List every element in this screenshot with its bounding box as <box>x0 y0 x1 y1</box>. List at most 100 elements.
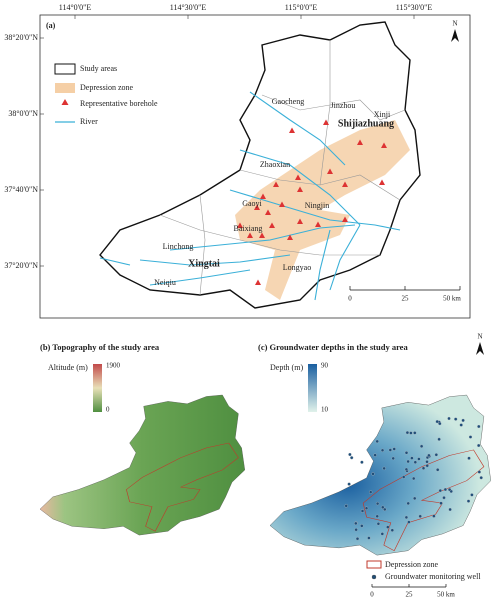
borehole <box>273 181 279 187</box>
monitoring-well <box>468 435 473 439</box>
monitoring-well <box>406 459 410 464</box>
monitoring-well <box>369 490 373 494</box>
place-label: Longyao <box>283 263 311 272</box>
monitoring-well <box>413 496 417 501</box>
place-label: Xinji <box>374 110 391 119</box>
monitoring-well <box>419 444 424 448</box>
monitoring-well <box>391 456 395 461</box>
legend-label: Depression zone <box>80 83 134 92</box>
legend-min: 10 <box>321 406 329 414</box>
scale-label: 25 <box>406 591 414 599</box>
monitoring-well <box>447 487 452 492</box>
monitoring-well <box>350 456 354 460</box>
city-label: Shijiazhuang <box>338 118 394 129</box>
place-label: Jinzhou <box>331 101 356 110</box>
monitoring-well <box>348 452 352 457</box>
monitoring-well <box>435 419 439 424</box>
monitoring-well <box>442 496 446 500</box>
scale-label: 0 <box>370 591 374 599</box>
borehole <box>327 168 333 174</box>
monitoring-well <box>375 439 379 444</box>
legend-title: Depth (m) <box>270 363 303 372</box>
monitoring-well <box>355 537 360 541</box>
monitoring-well <box>347 482 351 486</box>
monitoring-well <box>438 488 442 493</box>
borehole <box>315 221 321 227</box>
borehole <box>342 181 348 187</box>
longitude-label: 114°30'0"E <box>170 3 207 12</box>
panel-title: (c) Groundwater depths in the study area <box>258 342 408 352</box>
place-label: Baixiang <box>234 224 263 233</box>
borehole <box>342 216 348 222</box>
monitoring-well <box>467 456 471 460</box>
borehole <box>297 218 303 224</box>
monitoring-well <box>380 532 384 536</box>
place-label: Zhaoxian <box>260 160 290 169</box>
borehole <box>297 186 303 192</box>
borehole <box>269 222 275 228</box>
borehole <box>265 209 271 215</box>
monitoring-well <box>380 448 385 452</box>
latitude-label: 37°20'0"N <box>4 261 38 270</box>
north-label: N <box>477 333 482 341</box>
monitoring-well <box>371 472 375 476</box>
monitoring-well <box>383 507 387 512</box>
place-label: Linchong <box>163 242 194 251</box>
scale-bar <box>349 286 461 291</box>
map-frame <box>39 14 471 319</box>
topography <box>39 394 246 536</box>
monitoring-well <box>412 476 416 481</box>
legend-title: Altitude (m) <box>48 363 88 372</box>
monitoring-well <box>438 421 442 426</box>
monitoring-well <box>439 501 443 505</box>
north-arrow <box>476 342 484 355</box>
monitoring-well <box>386 525 390 529</box>
monitoring-well <box>376 522 381 526</box>
monitoring-well <box>427 453 431 458</box>
borehole <box>260 193 266 199</box>
scale-label: 0 <box>348 295 352 303</box>
panel-a: 114°0'0"E 114°30'0"E 115°0'0"E 115°30'0"… <box>4 3 471 319</box>
borehole <box>255 279 261 285</box>
monitoring-well <box>432 514 436 518</box>
scale-label: 50 km <box>437 591 455 599</box>
legend-max: 1900 <box>106 362 121 370</box>
borehole <box>287 234 293 240</box>
monitoring-well <box>417 457 421 461</box>
monitoring-well <box>402 475 406 479</box>
north-arrow <box>451 29 459 42</box>
latitude-label: 37°40'0"N <box>4 185 38 194</box>
scale-label: 50 km <box>443 295 461 303</box>
monitoring-well <box>367 536 371 540</box>
legend-label: Depression zone <box>385 560 439 569</box>
monitoring-well <box>404 515 409 520</box>
monitoring-well <box>466 499 471 503</box>
monitoring-well <box>375 514 379 518</box>
legend-label: Study areas <box>80 64 117 73</box>
boreholes <box>237 119 387 285</box>
longitude-label: 114°0'0"E <box>59 3 92 12</box>
monitoring-well <box>477 443 481 448</box>
legend-swatch <box>366 560 382 569</box>
monitoring-well <box>382 466 386 471</box>
monitoring-well <box>479 476 483 480</box>
panel-label: (a) <box>46 21 56 30</box>
place-label: Neiqiu <box>154 278 176 287</box>
monitoring-well <box>390 528 394 532</box>
city-label: Xingtai <box>188 258 220 269</box>
monitoring-well <box>373 453 377 457</box>
groundwater-depth <box>269 394 492 556</box>
monitoring-well <box>437 437 441 441</box>
legend-label: Representative borehole <box>80 99 158 108</box>
panel-c: (c) Groundwater depths in the study area… <box>258 333 492 599</box>
monitoring-well <box>477 470 481 474</box>
wells <box>344 416 483 541</box>
legend-label: Groundwater monitoring well <box>385 572 481 581</box>
panel-b: (b) Topography of the study area Altitud… <box>39 342 246 536</box>
place-label: Gaoyi <box>242 199 262 208</box>
borehole <box>323 119 329 125</box>
monitoring-well <box>421 466 426 470</box>
monitoring-well <box>364 506 369 510</box>
monitoring-well <box>409 431 413 435</box>
